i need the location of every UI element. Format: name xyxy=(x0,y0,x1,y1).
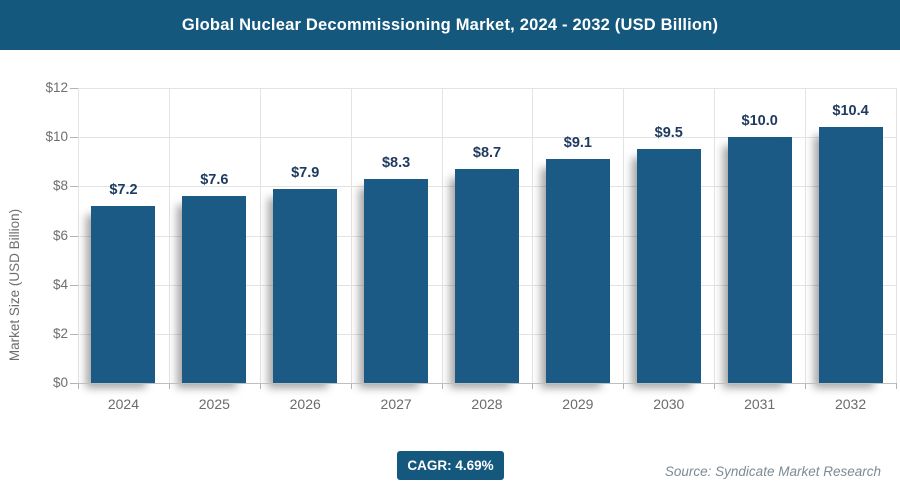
x-tick-label: 2029 xyxy=(562,396,594,412)
x-tick-label: 2027 xyxy=(380,396,412,412)
bar xyxy=(364,178,429,383)
bar xyxy=(273,188,338,383)
y-axis-tick xyxy=(70,88,78,89)
x-axis-tick xyxy=(714,383,716,389)
x-tick-label: 2030 xyxy=(653,396,685,412)
bar xyxy=(182,196,247,383)
y-axis-tick xyxy=(70,186,78,188)
x-axis-tick xyxy=(168,383,170,389)
gridline-horizontal xyxy=(78,88,896,89)
bar xyxy=(91,206,156,383)
bar-value-label: $8.3 xyxy=(381,154,411,171)
y-tick-label: $12 xyxy=(45,80,68,95)
x-axis-tick xyxy=(532,383,534,389)
gridline-vertical xyxy=(896,88,897,383)
gridline-vertical xyxy=(532,88,534,383)
x-tick-label: 2024 xyxy=(107,396,140,412)
y-axis-tick xyxy=(70,137,78,139)
plot-area: Market Size (USD Billion) $0 $2 $4 $6 $8 $10 $… xyxy=(0,50,900,440)
gridline-vertical xyxy=(714,88,716,383)
x-axis-tick xyxy=(623,383,625,389)
x-axis-line xyxy=(78,383,896,384)
bar-value-label: $7.2 xyxy=(109,182,138,198)
bar-value-label: $8.7 xyxy=(472,145,502,162)
y-axis-tick xyxy=(70,333,78,335)
y-tick-label: $6 xyxy=(52,227,68,243)
gridline-vertical xyxy=(623,88,625,383)
bar xyxy=(636,149,701,383)
x-axis-tick xyxy=(350,383,352,389)
gridline-vertical xyxy=(350,88,352,383)
chart-title: Global Nuclear Decommissioning Market, 2… xyxy=(181,15,719,34)
y-tick-label: $10 xyxy=(45,129,68,145)
x-tick-label: 2032 xyxy=(834,396,867,412)
x-axis-tick xyxy=(78,383,79,389)
gridline-vertical xyxy=(78,88,79,383)
y-axis-tick xyxy=(70,383,78,384)
bar xyxy=(818,127,883,383)
bar xyxy=(455,169,519,383)
bar-value-label: $10.4 xyxy=(832,103,869,120)
bar-value-label: $10.0 xyxy=(741,113,778,130)
gridline-vertical xyxy=(168,88,170,383)
x-tick-label: 2028 xyxy=(471,396,503,412)
cagr-label: CAGR: 4.69% xyxy=(407,458,494,473)
x-axis-tick xyxy=(805,383,807,389)
bar xyxy=(545,159,610,383)
bar-value-label: $7.9 xyxy=(291,164,320,181)
gridline-vertical xyxy=(805,88,807,383)
gridline-vertical xyxy=(441,88,443,383)
y-axis-tick xyxy=(70,235,78,237)
bar xyxy=(727,137,792,383)
source-text: Source: Syndicate Market Research xyxy=(664,464,881,479)
x-tick-label: 2031 xyxy=(744,396,776,412)
bar-value-label: $9.1 xyxy=(563,135,592,152)
cagr-badge: CAGR: 4.69% xyxy=(397,451,504,480)
gridline-vertical xyxy=(259,88,261,383)
y-tick-label: $2 xyxy=(52,325,68,341)
bar-value-label: $9.5 xyxy=(654,125,683,142)
y-tick-label: $0 xyxy=(52,375,68,390)
x-axis-tick xyxy=(896,383,897,389)
x-axis-tick xyxy=(441,383,443,389)
x-tick-label: 2025 xyxy=(198,396,230,412)
bar-value-label: $7.6 xyxy=(200,172,229,189)
gridline-horizontal xyxy=(78,137,896,139)
y-tick-label: $8 xyxy=(52,178,68,194)
y-tick-label: $4 xyxy=(52,276,68,292)
y-axis-tick xyxy=(70,284,78,286)
x-tick-label: 2026 xyxy=(289,396,321,412)
x-axis-tick xyxy=(259,383,261,389)
header-bar: Global Nuclear Decommissioning Market, 2… xyxy=(0,0,900,50)
